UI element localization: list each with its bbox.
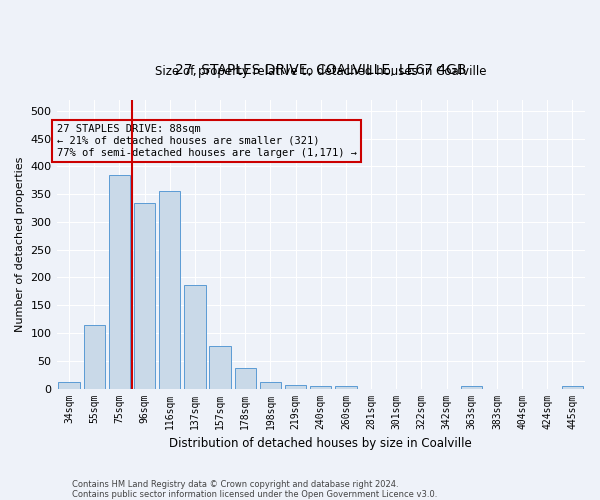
X-axis label: Distribution of detached houses by size in Coalville: Distribution of detached houses by size …: [169, 437, 472, 450]
Bar: [58, 382, 80, 388]
Text: 27, STAPLES DRIVE, COALVILLE, LE67 4GB: 27, STAPLES DRIVE, COALVILLE, LE67 4GB: [175, 62, 467, 76]
Bar: [209, 346, 231, 389]
Bar: [335, 386, 356, 388]
Bar: [562, 386, 583, 388]
Bar: [235, 368, 256, 388]
Bar: [134, 202, 155, 388]
Bar: [184, 284, 206, 389]
Y-axis label: Number of detached properties: Number of detached properties: [15, 156, 25, 332]
Text: Contains public sector information licensed under the Open Government Licence v3: Contains public sector information licen…: [72, 490, 437, 499]
Bar: [109, 175, 130, 388]
Bar: [461, 386, 482, 388]
Title: Size of property relative to detached houses in Coalville: Size of property relative to detached ho…: [155, 65, 487, 78]
Bar: [260, 382, 281, 388]
Text: 27 STAPLES DRIVE: 88sqm
← 21% of detached houses are smaller (321)
77% of semi-d: 27 STAPLES DRIVE: 88sqm ← 21% of detache…: [56, 124, 356, 158]
Bar: [83, 324, 105, 388]
Bar: [310, 386, 331, 388]
Bar: [285, 385, 307, 388]
Text: Contains HM Land Registry data © Crown copyright and database right 2024.: Contains HM Land Registry data © Crown c…: [72, 480, 398, 489]
Bar: [159, 192, 181, 388]
